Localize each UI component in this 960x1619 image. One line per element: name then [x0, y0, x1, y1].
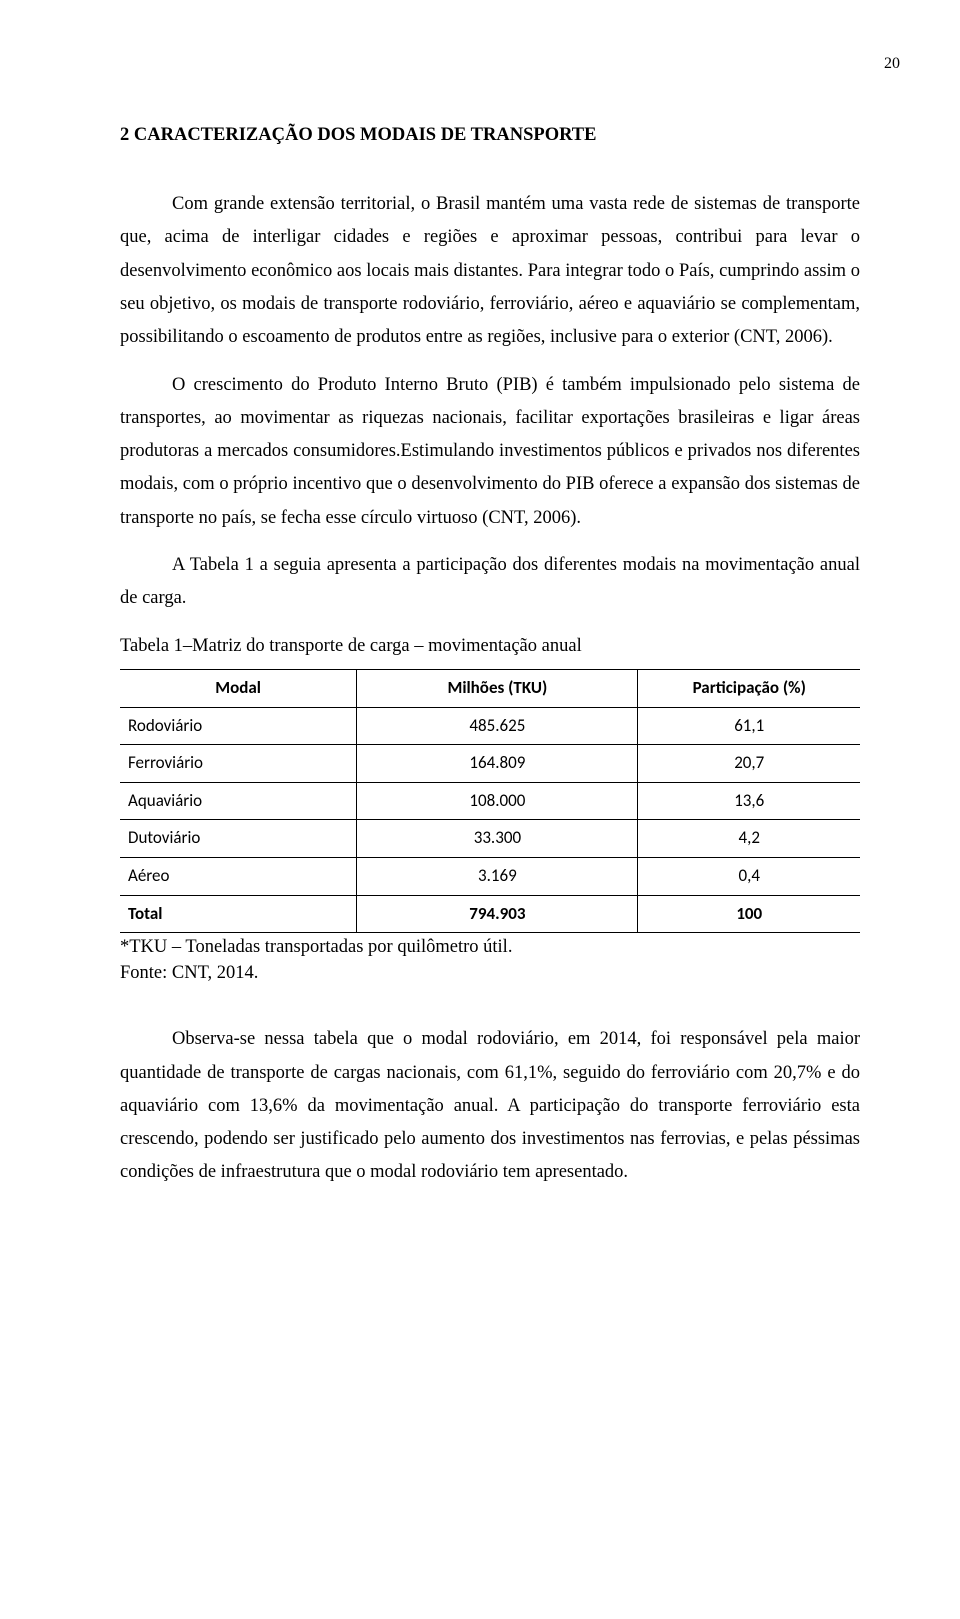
table-cell: Rodoviário [120, 707, 357, 745]
table-caption: Tabela 1–Matriz do transporte de carga –… [120, 630, 860, 663]
table-source: Fonte: CNT, 2014. [120, 961, 860, 985]
table-cell: Aéreo [120, 857, 357, 895]
table-cell: Dutoviário [120, 820, 357, 858]
table-row: Dutoviário33.3004,2 [120, 820, 860, 858]
table-cell: 33.300 [357, 820, 638, 858]
table-cell: 61,1 [638, 707, 860, 745]
table-cell: 485.625 [357, 707, 638, 745]
paragraph-4: Observa-se nessa tabela que o modal rodo… [120, 1023, 860, 1189]
table-cell: 100 [638, 895, 860, 933]
paragraph-1: Com grande extensão territorial, o Brasi… [120, 188, 860, 354]
table-cell: 4,2 [638, 820, 860, 858]
transport-table: Modal Milhões (TKU) Participação (%) Rod… [120, 669, 860, 933]
table-row: Rodoviário485.62561,1 [120, 707, 860, 745]
section-heading: 2 CARACTERIZAÇÃO DOS MODAIS DE TRANSPORT… [120, 119, 860, 152]
table-cell: 3.169 [357, 857, 638, 895]
table-cell: 20,7 [638, 745, 860, 783]
table-row: Total794.903100 [120, 895, 860, 933]
table-footnote: *TKU – Toneladas transportadas por quilô… [120, 935, 860, 959]
table-cell: 108.000 [357, 782, 638, 820]
th-pct: Participação (%) [638, 669, 860, 707]
table-header-row: Modal Milhões (TKU) Participação (%) [120, 669, 860, 707]
table-row: Aquaviário108.00013,6 [120, 782, 860, 820]
page-number: 20 [120, 50, 900, 79]
table-cell: 13,6 [638, 782, 860, 820]
table-cell: Total [120, 895, 357, 933]
table-row: Ferroviário164.80920,7 [120, 745, 860, 783]
table-cell: Ferroviário [120, 745, 357, 783]
table-cell: 0,4 [638, 857, 860, 895]
th-tku: Milhões (TKU) [357, 669, 638, 707]
paragraph-3: A Tabela 1 a seguia apresenta a particip… [120, 549, 860, 616]
table-body: Rodoviário485.62561,1Ferroviário164.8092… [120, 707, 860, 933]
paragraph-2: O crescimento do Produto Interno Bruto (… [120, 369, 860, 535]
th-modal: Modal [120, 669, 357, 707]
table-cell: 164.809 [357, 745, 638, 783]
table-cell: Aquaviário [120, 782, 357, 820]
table-row: Aéreo3.1690,4 [120, 857, 860, 895]
table-cell: 794.903 [357, 895, 638, 933]
